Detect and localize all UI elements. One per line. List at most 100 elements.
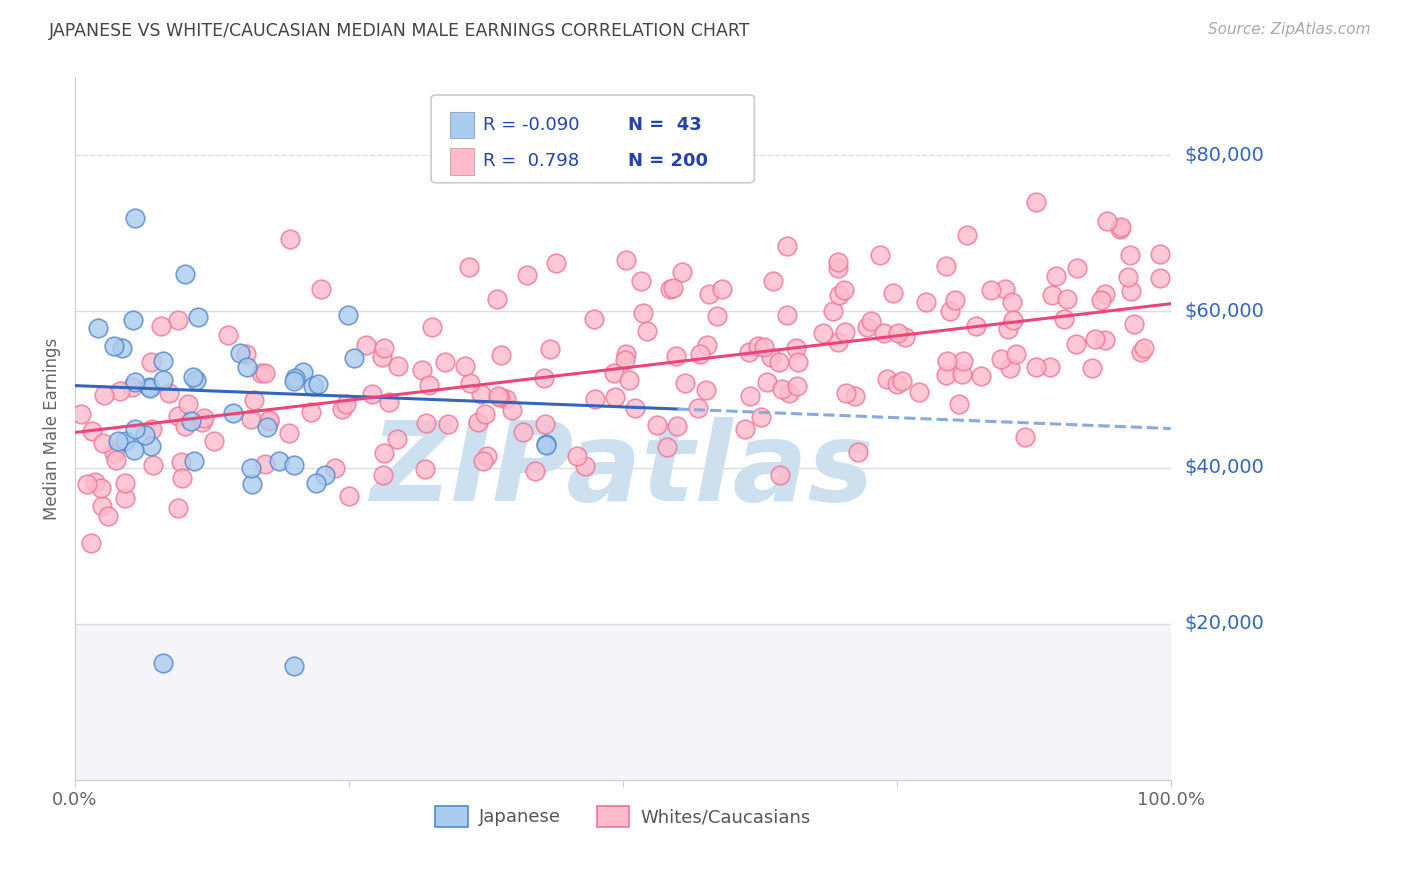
- Point: [486, 389, 509, 403]
- Point: [437, 417, 460, 431]
- Point: [1053, 312, 1076, 326]
- Point: [1025, 359, 1047, 374]
- Point: [706, 309, 728, 323]
- Text: $60,000: $60,000: [1185, 302, 1264, 321]
- Point: [738, 345, 761, 359]
- Point: [269, 453, 291, 467]
- Point: [776, 308, 799, 322]
- Point: [139, 439, 162, 453]
- Point: [752, 340, 775, 354]
- Point: [501, 403, 523, 417]
- Point: [181, 370, 204, 384]
- Point: [454, 359, 477, 373]
- Point: [671, 265, 693, 279]
- Point: [202, 434, 225, 448]
- Point: [759, 350, 782, 364]
- Point: [89, 482, 111, 496]
- Point: [952, 354, 974, 368]
- Point: [253, 457, 276, 471]
- Point: [1149, 247, 1171, 261]
- Point: [613, 352, 636, 367]
- Point: [980, 283, 1002, 297]
- Point: [785, 342, 807, 356]
- Point: [142, 458, 165, 472]
- Point: [218, 328, 240, 343]
- Text: $20,000: $20,000: [1185, 614, 1264, 633]
- Text: ZIPatlas: ZIPatlas: [371, 417, 875, 524]
- Point: [1109, 220, 1132, 235]
- Point: [534, 438, 557, 452]
- Point: [894, 329, 917, 343]
- Point: [614, 253, 637, 268]
- Point: [434, 355, 457, 369]
- Point: [474, 408, 496, 422]
- Point: [1039, 359, 1062, 374]
- Point: [337, 489, 360, 503]
- Point: [385, 432, 408, 446]
- Point: [1109, 222, 1132, 236]
- Point: [278, 425, 301, 440]
- Point: [108, 384, 131, 398]
- Point: [467, 415, 489, 429]
- Point: [301, 378, 323, 392]
- Point: [222, 406, 245, 420]
- Point: [360, 387, 382, 401]
- Point: [768, 355, 790, 369]
- Point: [997, 322, 1019, 336]
- FancyBboxPatch shape: [450, 148, 474, 175]
- Point: [177, 397, 200, 411]
- Point: [823, 303, 845, 318]
- Point: [602, 366, 624, 380]
- Point: [886, 376, 908, 391]
- Point: [869, 247, 891, 261]
- Point: [122, 313, 145, 327]
- Point: [242, 392, 264, 407]
- Point: [998, 360, 1021, 375]
- Point: [174, 419, 197, 434]
- Point: [491, 348, 513, 362]
- Point: [187, 310, 209, 325]
- Point: [124, 375, 146, 389]
- Point: [762, 274, 785, 288]
- Point: [336, 308, 359, 322]
- Point: [183, 454, 205, 468]
- Point: [1002, 313, 1025, 327]
- Point: [583, 392, 606, 407]
- Point: [167, 313, 190, 327]
- Point: [544, 256, 567, 270]
- Point: [935, 259, 957, 273]
- Point: [166, 409, 188, 424]
- Point: [235, 347, 257, 361]
- Point: [1014, 430, 1036, 444]
- Point: [827, 261, 849, 276]
- Point: [1004, 347, 1026, 361]
- Point: [335, 396, 357, 410]
- Point: [516, 268, 538, 282]
- Point: [749, 410, 772, 425]
- Point: [80, 425, 103, 439]
- Point: [240, 476, 263, 491]
- Point: [97, 508, 120, 523]
- Point: [614, 347, 637, 361]
- Point: [229, 345, 252, 359]
- Point: [240, 412, 263, 426]
- Point: [786, 379, 808, 393]
- Point: [859, 314, 882, 328]
- Point: [370, 350, 392, 364]
- Point: [170, 455, 193, 469]
- Point: [769, 468, 792, 483]
- Point: [645, 418, 668, 433]
- Y-axis label: Median Male Earnings: Median Male Earnings: [44, 337, 60, 520]
- Point: [91, 435, 114, 450]
- Point: [413, 462, 436, 476]
- Point: [747, 339, 769, 353]
- Point: [354, 338, 377, 352]
- Point: [253, 366, 276, 380]
- Point: [471, 454, 494, 468]
- Point: [378, 394, 401, 409]
- Point: [193, 410, 215, 425]
- Point: [834, 325, 856, 339]
- Point: [686, 401, 709, 416]
- Point: [1081, 360, 1104, 375]
- Point: [631, 306, 654, 320]
